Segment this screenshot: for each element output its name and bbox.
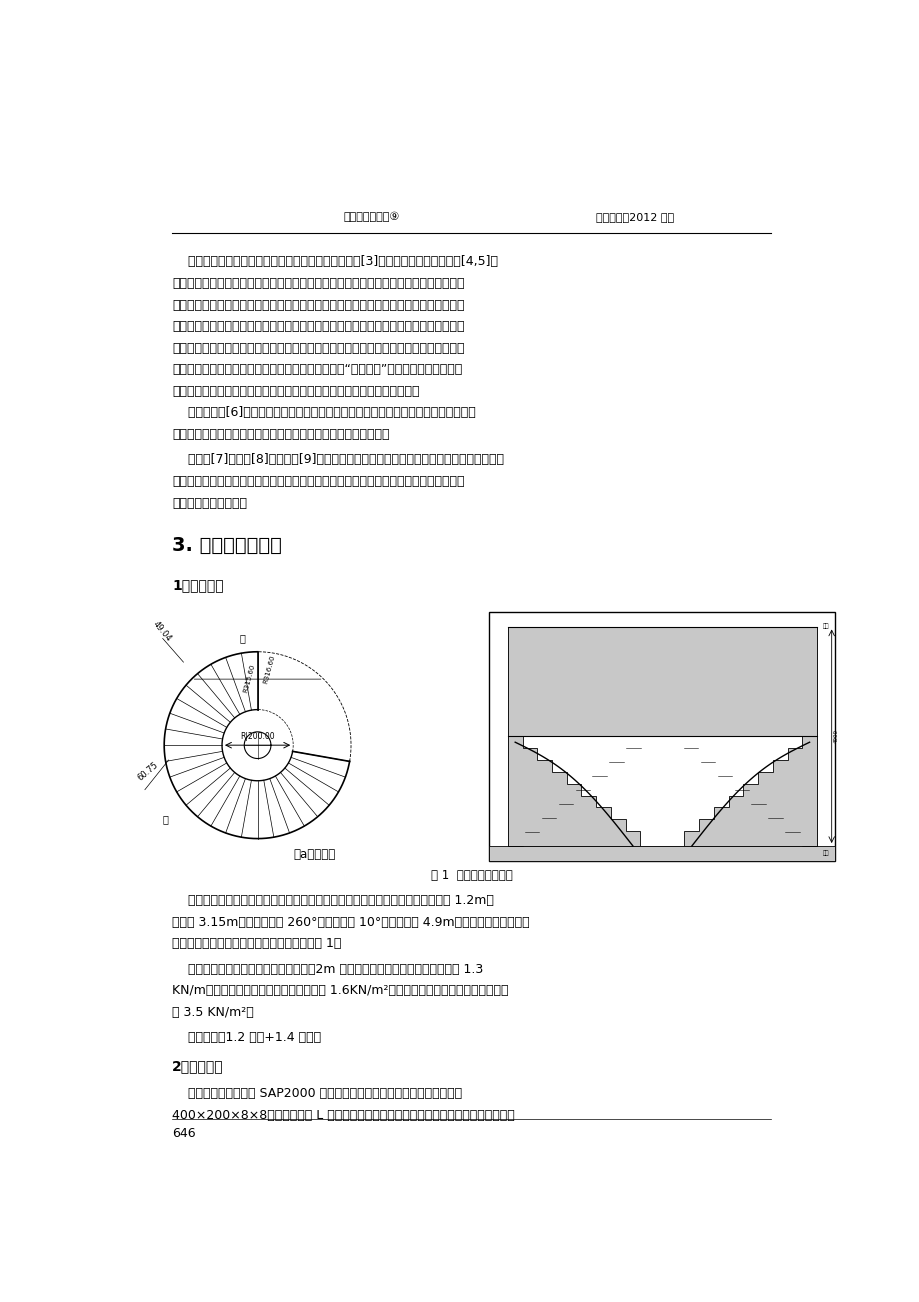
Text: 种。空间壳结构模型将梯梁、踏步板、底板等均采用壳单元计算，计算结果能准确反映结: 种。空间壳结构模型将梯梁、踏步板、底板等均采用壳单元计算，计算结果能准确反映结 [172,277,464,290]
Text: 下: 下 [240,633,245,643]
Text: 2）建模计算: 2）建模计算 [172,1059,223,1073]
Text: 某工程由于建筑空间限制和使用功能要求，拟采用钢结构螺旋楼梯。楼梯内半径 1.2m，: 某工程由于建筑空间限制和使用功能要求，拟采用钢结构螺旋楼梯。楼梯内半径 1.2m… [172,894,494,907]
Text: 作用在该钢螺旋楼梯上的荷载主要有：2m 高钢化夹胶玻璃栏杆荷载，标准值为 1.3: 作用在该钢螺旋楼梯上的荷载主要有：2m 高钢化夹胶玻璃栏杆荷载，标准值为 1.3 [172,962,482,975]
Text: 楼面: 楼面 [822,850,828,857]
Text: 采用杆件有限元软件 SAP2000 建立空间曲线杆件结构模型。梯梁截面取为: 采用杆件有限元软件 SAP2000 建立空间曲线杆件结构模型。梯梁截面取为 [172,1087,461,1100]
Text: 桂苹，陈妮[6]等人还提出了另外一种结构模型，即空间曲梁一板混合单元结构。该模: 桂苹，陈妮[6]等人还提出了另外一种结构模型，即空间曲梁一板混合单元结构。该模 [172,406,475,419]
Text: （a）平面图: （a）平面图 [293,848,335,861]
Text: 钢结构工程研究⑨: 钢结构工程研究⑨ [343,212,400,223]
Text: 《钢结构》2012 增刊: 《钢结构》2012 增刊 [596,212,674,223]
Text: 连接处焊缝的强度。但该方法建模过程较复杂，不便于实际应用。空间曲线杆件结构模型: 连接处焊缝的强度。但该方法建模过程较复杂，不便于实际应用。空间曲线杆件结构模型 [172,320,464,333]
Text: 布及位移有较大影响。为了分析这一因素的影响，本文分别采用刚接和铰接两种支座形式: 布及位移有较大影响。为了分析这一因素的影响，本文分别采用刚接和铰接两种支座形式 [172,475,464,488]
Polygon shape [507,737,640,846]
Text: 为 3.5 KN/m²。: 为 3.5 KN/m²。 [172,1006,254,1019]
Text: 外半径 3.15m，旋转度数为 260°，每个踏步 10°，总高度为 4.9m，楼梯两端与楼面混凝: 外半径 3.15m，旋转度数为 260°，每个踏步 10°，总高度为 4.9m，… [172,915,529,928]
Text: R316.60: R316.60 [262,654,275,684]
Text: KN/m；大理石踏步板面层荷载，标准值为 1.6KN/m²；楼梯踏步水平投影活荷载，标准值: KN/m；大理石踏步板面层荷载，标准值为 1.6KN/m²；楼梯踏步水平投影活荷… [172,984,508,997]
Polygon shape [684,737,816,846]
Text: 4900: 4900 [833,729,837,743]
Text: 计算工况：1.2 恒载+1.4 活载。: 计算工况：1.2 恒载+1.4 活载。 [172,1031,321,1044]
Text: 土梁连接，中间不设支撑柱。其建筑造型见图 1。: 土梁连接，中间不设支撑柱。其建筑造型见图 1。 [172,937,341,950]
Text: 进行了对比计算分析。: 进行了对比计算分析。 [172,496,247,509]
Text: （b）立面图: （b）立面图 [607,848,649,861]
Text: R315.60: R315.60 [243,663,255,693]
Text: 上: 上 [163,814,168,824]
Text: 接考虑；此种模型忽略了底板、踏步板与梯梁之间的“蒙皮效应”对提高结构整体性的贡: 接考虑；此种模型忽略了底板、踏步板与梯梁之间的“蒙皮效应”对提高结构整体性的贡 [172,363,461,376]
Text: 图 1  钢螺旋楼梯建筑图: 图 1 钢螺旋楼梯建筑图 [430,868,512,881]
Text: 钢结构螺旋楼梯的理论模型主要分为空间壳结构模型[3]和空间曲线杆件结构模型[4,5]两: 钢结构螺旋楼梯的理论模型主要分为空间壳结构模型[3]和空间曲线杆件结构模型[4,… [172,255,497,268]
Text: R|200.00: R|200.00 [240,732,275,741]
Text: 将梯梁用多段直杆单元模拟，踏步板视为梯梁间连梁，同样用杆单元模拟，二者之间按刚: 将梯梁用多段直杆单元模拟，踏步板视为梯梁间连梁，同样用杆单元模拟，二者之间按刚 [172,341,464,354]
Text: 献。该方法对钢螺旋楼梯做了一定的简化，建模过程较为简单，便于应用。: 献。该方法对钢螺旋楼梯做了一定的简化，建模过程较为简单，便于应用。 [172,385,419,398]
Text: 李二航[7]、王喆[8]、袁建震[9]等人的研究结果均表明，支座形式对钢螺旋楼梯的内力分: 李二航[7]、王喆[8]、袁建震[9]等人的研究结果均表明，支座形式对钢螺旋楼梯… [172,453,504,466]
Text: 构整体及局部的受力和变形情况。根据等强度计算原理，壳单元之间的连接也可真实反映: 构整体及局部的受力和变形情况。根据等强度计算原理，壳单元之间的连接也可真实反映 [172,298,464,311]
Text: 49.04: 49.04 [151,620,173,643]
Text: 1）工程概况: 1）工程概况 [172,578,223,592]
Bar [507,626,816,737]
Text: 3. 结构计算与分析: 3. 结构计算与分析 [172,536,281,555]
Bar [489,846,834,861]
Text: 楼面: 楼面 [822,624,828,629]
Text: 60.75: 60.75 [136,760,160,783]
Bar [507,626,816,846]
Text: 400×200×8×8。踏步板采用 L 形截面，截面尺寸取楼梯中心线处的踏步和踢步长度，为: 400×200×8×8。踏步板采用 L 形截面，截面尺寸取楼梯中心线处的踏步和踢… [172,1109,515,1121]
Text: 型将梯梁视为空间曲梁单元，踏步板及休息平台板按板单元处理。: 型将梯梁视为空间曲梁单元，踏步板及休息平台板按板单元处理。 [172,428,389,441]
Text: 646: 646 [172,1126,196,1139]
